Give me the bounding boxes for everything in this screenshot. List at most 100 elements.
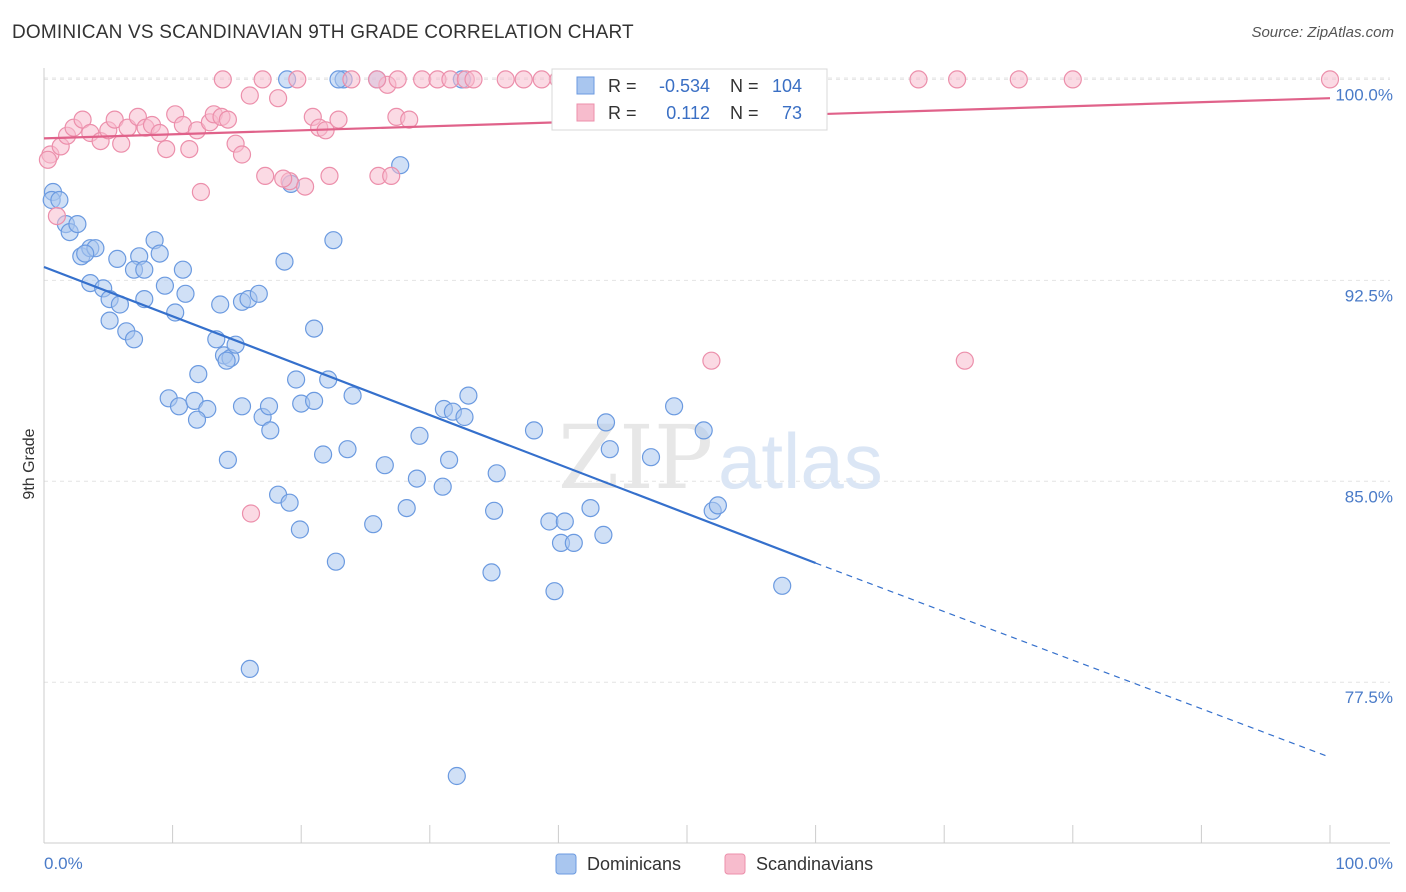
dominicans-point-85 <box>596 413 616 432</box>
scandinavians-point-8 <box>105 110 124 129</box>
x-tick-label-0: 0.0% <box>44 854 83 873</box>
scandinavians-point-37 <box>274 169 293 188</box>
axes <box>43 68 1390 844</box>
dominicans-point-13 <box>150 244 169 263</box>
dominicans-point-95 <box>326 552 345 571</box>
stats-legend-r-label-1: R = <box>608 76 637 96</box>
stats-legend: R = -0.534 N = 104 R = 0.112 N = 73 <box>551 68 828 131</box>
dominicans-point-76 <box>482 563 501 582</box>
dominicans-trend-extension <box>815 562 1331 758</box>
scandinavians-point-35 <box>320 166 339 185</box>
dominicans-point-82 <box>564 533 583 553</box>
dominicans-point-81 <box>555 512 574 531</box>
scandinavians-point-72 <box>38 150 58 169</box>
grid-lines <box>44 77 1390 683</box>
stats-legend-r-value-1: -0.534 <box>659 76 710 96</box>
scandinavians-point-46 <box>413 70 432 89</box>
scandinavians-point-28 <box>253 70 272 89</box>
dominicans-point-87 <box>641 448 661 467</box>
dominicans-point-56 <box>343 386 362 405</box>
dominicans-point-92 <box>773 576 792 595</box>
dominicans-point-45 <box>185 391 204 410</box>
scandinavians-point-50 <box>464 70 483 89</box>
scandinavians-point-51 <box>496 70 515 89</box>
dominicans-point-44 <box>169 397 189 416</box>
x-tick-labels: 0.0% 100.0% <box>44 854 1393 873</box>
series-legend: Dominicans Scandinavians <box>555 853 873 875</box>
stats-legend-swatch-scandinavians <box>576 103 595 122</box>
scandinavians-point-63 <box>702 351 721 370</box>
dominicans-point-94 <box>447 766 466 786</box>
stats-legend-r-value-2: 0.112 <box>666 103 710 123</box>
chart-title: DOMINICAN VS SCANDINAVIAN 9TH GRADE CORR… <box>12 22 634 43</box>
stats-legend-n-value-1: 104 <box>772 76 802 96</box>
dominicans-point-60 <box>290 520 309 539</box>
x-tick-label-1: 100.0% <box>1335 854 1393 873</box>
dominicans-point-50 <box>259 397 279 416</box>
dominicans-point-75 <box>485 501 504 520</box>
dominicans-point-83 <box>581 499 600 518</box>
dominicans-point-32 <box>275 252 294 271</box>
dominicans-point-86 <box>600 440 619 459</box>
dominicans-point-5 <box>68 215 87 234</box>
dominicans-point-91 <box>708 496 728 515</box>
dominicans-point-72 <box>455 407 474 427</box>
scandinavians-point-41 <box>382 166 401 185</box>
watermark-atlas: atlas <box>718 417 883 505</box>
scandinavians-point-23 <box>218 110 237 129</box>
dominicans-point-78 <box>540 512 559 531</box>
dominicans-point-48 <box>232 397 252 416</box>
dominicans-point-31 <box>249 284 268 303</box>
stats-legend-swatch-dominicans <box>576 76 595 95</box>
scandinavians-point-60 <box>342 70 361 89</box>
dominicans-point-93 <box>240 659 259 679</box>
scandinavians-point-45 <box>388 70 407 89</box>
scandinavians-point-68 <box>1320 70 1340 89</box>
scandinavians-point-70 <box>241 504 261 523</box>
scandinavians-point-66 <box>1009 70 1028 89</box>
dominicans-point-59 <box>280 493 299 512</box>
y-tick-label-3: 77.5% <box>1345 688 1393 707</box>
dominicans-point-66 <box>410 426 429 445</box>
dominicans-point-41 <box>217 351 236 370</box>
legend-label-scandinavians: Scandinavians <box>756 854 873 874</box>
scandinavians-point-34 <box>329 110 348 129</box>
dominicans-point-64 <box>375 456 394 475</box>
dominicans-point-16 <box>173 260 192 279</box>
dominicans-point-62 <box>338 440 357 459</box>
scandinavians-point-14 <box>150 123 169 143</box>
dominicans-point-27 <box>124 330 144 349</box>
scandinavians-point-4 <box>73 110 92 129</box>
dominicans-trend-line <box>43 265 816 565</box>
dominicans-point-10 <box>108 249 127 268</box>
dominicans-point-63 <box>364 515 383 534</box>
series-dominicans-points <box>42 70 792 786</box>
dominicans-point-77 <box>524 421 544 440</box>
scandinavians-point-30 <box>288 70 307 89</box>
scandinavians-point-61 <box>213 70 232 89</box>
stats-legend-r-label-2: R = <box>608 103 637 123</box>
dominicans-point-28 <box>211 295 230 314</box>
scandinavians-point-43 <box>400 110 419 129</box>
legend-label-dominicans: Dominicans <box>587 854 681 874</box>
dominicans-point-73 <box>459 386 478 405</box>
stats-legend-n-label-2: N = <box>730 103 759 123</box>
y-tick-labels: 100.0% 92.5% 85.0% 77.5% <box>1335 85 1393 707</box>
dominicans-point-68 <box>433 477 452 496</box>
dominicans-point-51 <box>261 421 280 440</box>
scandinavians-point-53 <box>532 70 551 89</box>
dominicans-point-54 <box>287 370 306 389</box>
y-tick-label-1: 92.5% <box>1345 286 1393 305</box>
stats-legend-n-label-1: N = <box>730 76 759 96</box>
dominicans-point-23 <box>176 284 195 303</box>
scandinavians-point-25 <box>232 145 252 164</box>
scandinavians-point-48 <box>441 70 460 89</box>
legend-swatch-dominicans <box>555 853 577 875</box>
scandinavians-point-27 <box>240 86 259 105</box>
scandinavians-point-52 <box>514 70 533 89</box>
dominicans-point-9 <box>76 244 95 263</box>
scandinavians-point-65 <box>947 70 967 89</box>
dominicans-point-84 <box>594 525 613 545</box>
scandinavians-point-38 <box>296 177 315 196</box>
